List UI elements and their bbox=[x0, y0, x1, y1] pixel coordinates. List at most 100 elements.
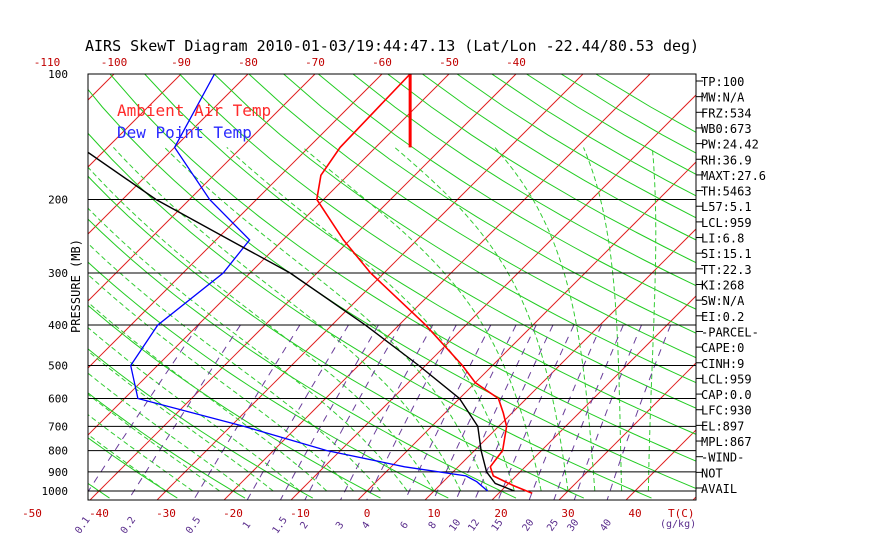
dry-adiabat bbox=[352, 74, 696, 287]
stat-label: LCL:959 bbox=[701, 216, 752, 230]
grid-lines bbox=[0, 74, 870, 500]
temperature-tick-label: -20 bbox=[223, 507, 243, 520]
mixing-ratio-tick-label: 4 bbox=[360, 520, 372, 531]
temperature-tick-label: -40 bbox=[89, 507, 109, 520]
temperature-tick-label: -30 bbox=[156, 507, 176, 520]
dry-adiabat bbox=[213, 74, 696, 384]
moist-adiabat bbox=[583, 147, 623, 491]
mixing-ratio-line bbox=[340, 324, 434, 500]
moist-adiabat bbox=[88, 433, 167, 492]
moist-adiabat bbox=[494, 147, 596, 492]
mixing-ratio-line bbox=[528, 324, 602, 500]
stat-label: TH:5463 bbox=[701, 185, 752, 199]
isotherm bbox=[223, 74, 651, 500]
dry-adiabat bbox=[88, 348, 314, 499]
moist-adiabat bbox=[88, 350, 274, 492]
temperature-tick-label: -10 bbox=[290, 507, 310, 520]
pressure-tick-label: 100 bbox=[48, 68, 68, 81]
moist-adiabat bbox=[88, 326, 301, 492]
dry-adiabat bbox=[179, 74, 696, 409]
stat-label: CAPE:0 bbox=[701, 341, 744, 355]
stat-label: CINH:9 bbox=[701, 357, 744, 371]
pressure-tick-label: 500 bbox=[48, 359, 68, 372]
isotherm bbox=[88, 74, 383, 369]
stat-label: LI:6.8 bbox=[701, 232, 744, 246]
mixing-ratio-tick-label: 25 bbox=[545, 517, 561, 533]
dry-adiabat bbox=[109, 74, 696, 462]
isotherm bbox=[88, 74, 115, 101]
isotherm bbox=[760, 74, 870, 500]
mixing-ratio-line bbox=[433, 324, 517, 500]
stat-label: EL:897 bbox=[701, 419, 744, 433]
moist-adiabat bbox=[394, 147, 569, 492]
isotherm bbox=[0, 74, 47, 500]
top-temperature-tick-label: -70 bbox=[305, 56, 325, 69]
mixing-ratio-line bbox=[127, 324, 241, 500]
temperature-axis-label: T(C) bbox=[668, 507, 695, 520]
dry-adiabat bbox=[283, 74, 696, 334]
mixing-ratio-line bbox=[193, 324, 301, 500]
mixing-ratio-line bbox=[474, 324, 554, 500]
isotherm bbox=[424, 228, 696, 500]
temperature-tick-label: 20 bbox=[494, 507, 507, 520]
temperature-tick-label: 10 bbox=[427, 507, 440, 520]
mixing-ratio-tick-label: 12 bbox=[466, 517, 482, 533]
moist-adiabat bbox=[88, 301, 328, 492]
stat-label: KI:268 bbox=[701, 279, 744, 293]
isotherm bbox=[88, 74, 316, 302]
mixing-ratio-tick-label: 20 bbox=[521, 517, 537, 533]
top-temperature-tick-label: -90 bbox=[171, 56, 191, 69]
dry-adiabat bbox=[248, 74, 696, 359]
chart-title: AIRS SkewT Diagram 2010-01-03/19:44:47.1… bbox=[85, 37, 699, 55]
stat-label: -PARCEL- bbox=[701, 325, 759, 339]
top-temperature-tick-label: -60 bbox=[372, 56, 392, 69]
mixing-ratio-tick-label: 3 bbox=[334, 520, 346, 531]
moist-adiabat bbox=[88, 242, 381, 492]
stat-label: EI:0.2 bbox=[701, 310, 744, 324]
pressure-tick-label: 700 bbox=[48, 420, 68, 433]
mixing-ratio-line bbox=[455, 324, 537, 500]
top-temperature-tick-label: -50 bbox=[439, 56, 459, 69]
dry-adiabat bbox=[88, 261, 449, 499]
dry-adiabat bbox=[387, 74, 696, 264]
dry-adiabat bbox=[88, 437, 178, 499]
isotherm bbox=[156, 74, 584, 500]
series-dew-point-temp bbox=[130, 74, 489, 492]
moist-adiabat bbox=[88, 372, 247, 492]
stat-label: RH:36.9 bbox=[701, 153, 752, 167]
isotherm bbox=[491, 295, 696, 500]
stat-label: PW:24.42 bbox=[701, 138, 759, 152]
legend-entry: Dew Point Temp bbox=[117, 123, 252, 142]
pressure-tick-label: 200 bbox=[48, 194, 68, 207]
legend-entry: Ambient Air Temp bbox=[117, 101, 271, 120]
moist-adiabat bbox=[164, 147, 489, 492]
mixing-ratio-line bbox=[366, 324, 457, 500]
dry-adiabat bbox=[88, 132, 652, 499]
stat-label: FRZ:534 bbox=[701, 106, 752, 120]
series-parcel bbox=[88, 151, 515, 492]
mixing-ratio-tick-label: 6 bbox=[399, 520, 411, 531]
dry-adiabat bbox=[88, 482, 110, 499]
moist-adiabat bbox=[647, 147, 657, 491]
dry-adiabat bbox=[88, 392, 246, 499]
mixing-ratio-tick-label: 0.5 bbox=[184, 515, 203, 536]
moist-adiabat bbox=[226, 147, 515, 492]
top-temperature-tick-label: -80 bbox=[238, 56, 258, 69]
mixing-ratio-line bbox=[280, 324, 379, 500]
series-ambient-air-temp bbox=[315, 74, 533, 495]
plot-frame bbox=[87, 73, 697, 501]
dry-adiabat bbox=[88, 175, 585, 499]
stat-label: CAP:0.0 bbox=[701, 388, 752, 402]
stat-label: MAXT:27.6 bbox=[701, 169, 766, 183]
moist-adiabat bbox=[88, 273, 354, 492]
stat-label: TP:100 bbox=[701, 75, 744, 89]
mixing-ratio-line bbox=[573, 324, 642, 500]
stat-label: SI:15.1 bbox=[701, 247, 752, 261]
temperature-tick-label: 40 bbox=[628, 507, 641, 520]
stat-label: TT:22.3 bbox=[701, 263, 752, 277]
stat-label: LCL:959 bbox=[701, 372, 752, 386]
isotherm bbox=[357, 161, 696, 500]
